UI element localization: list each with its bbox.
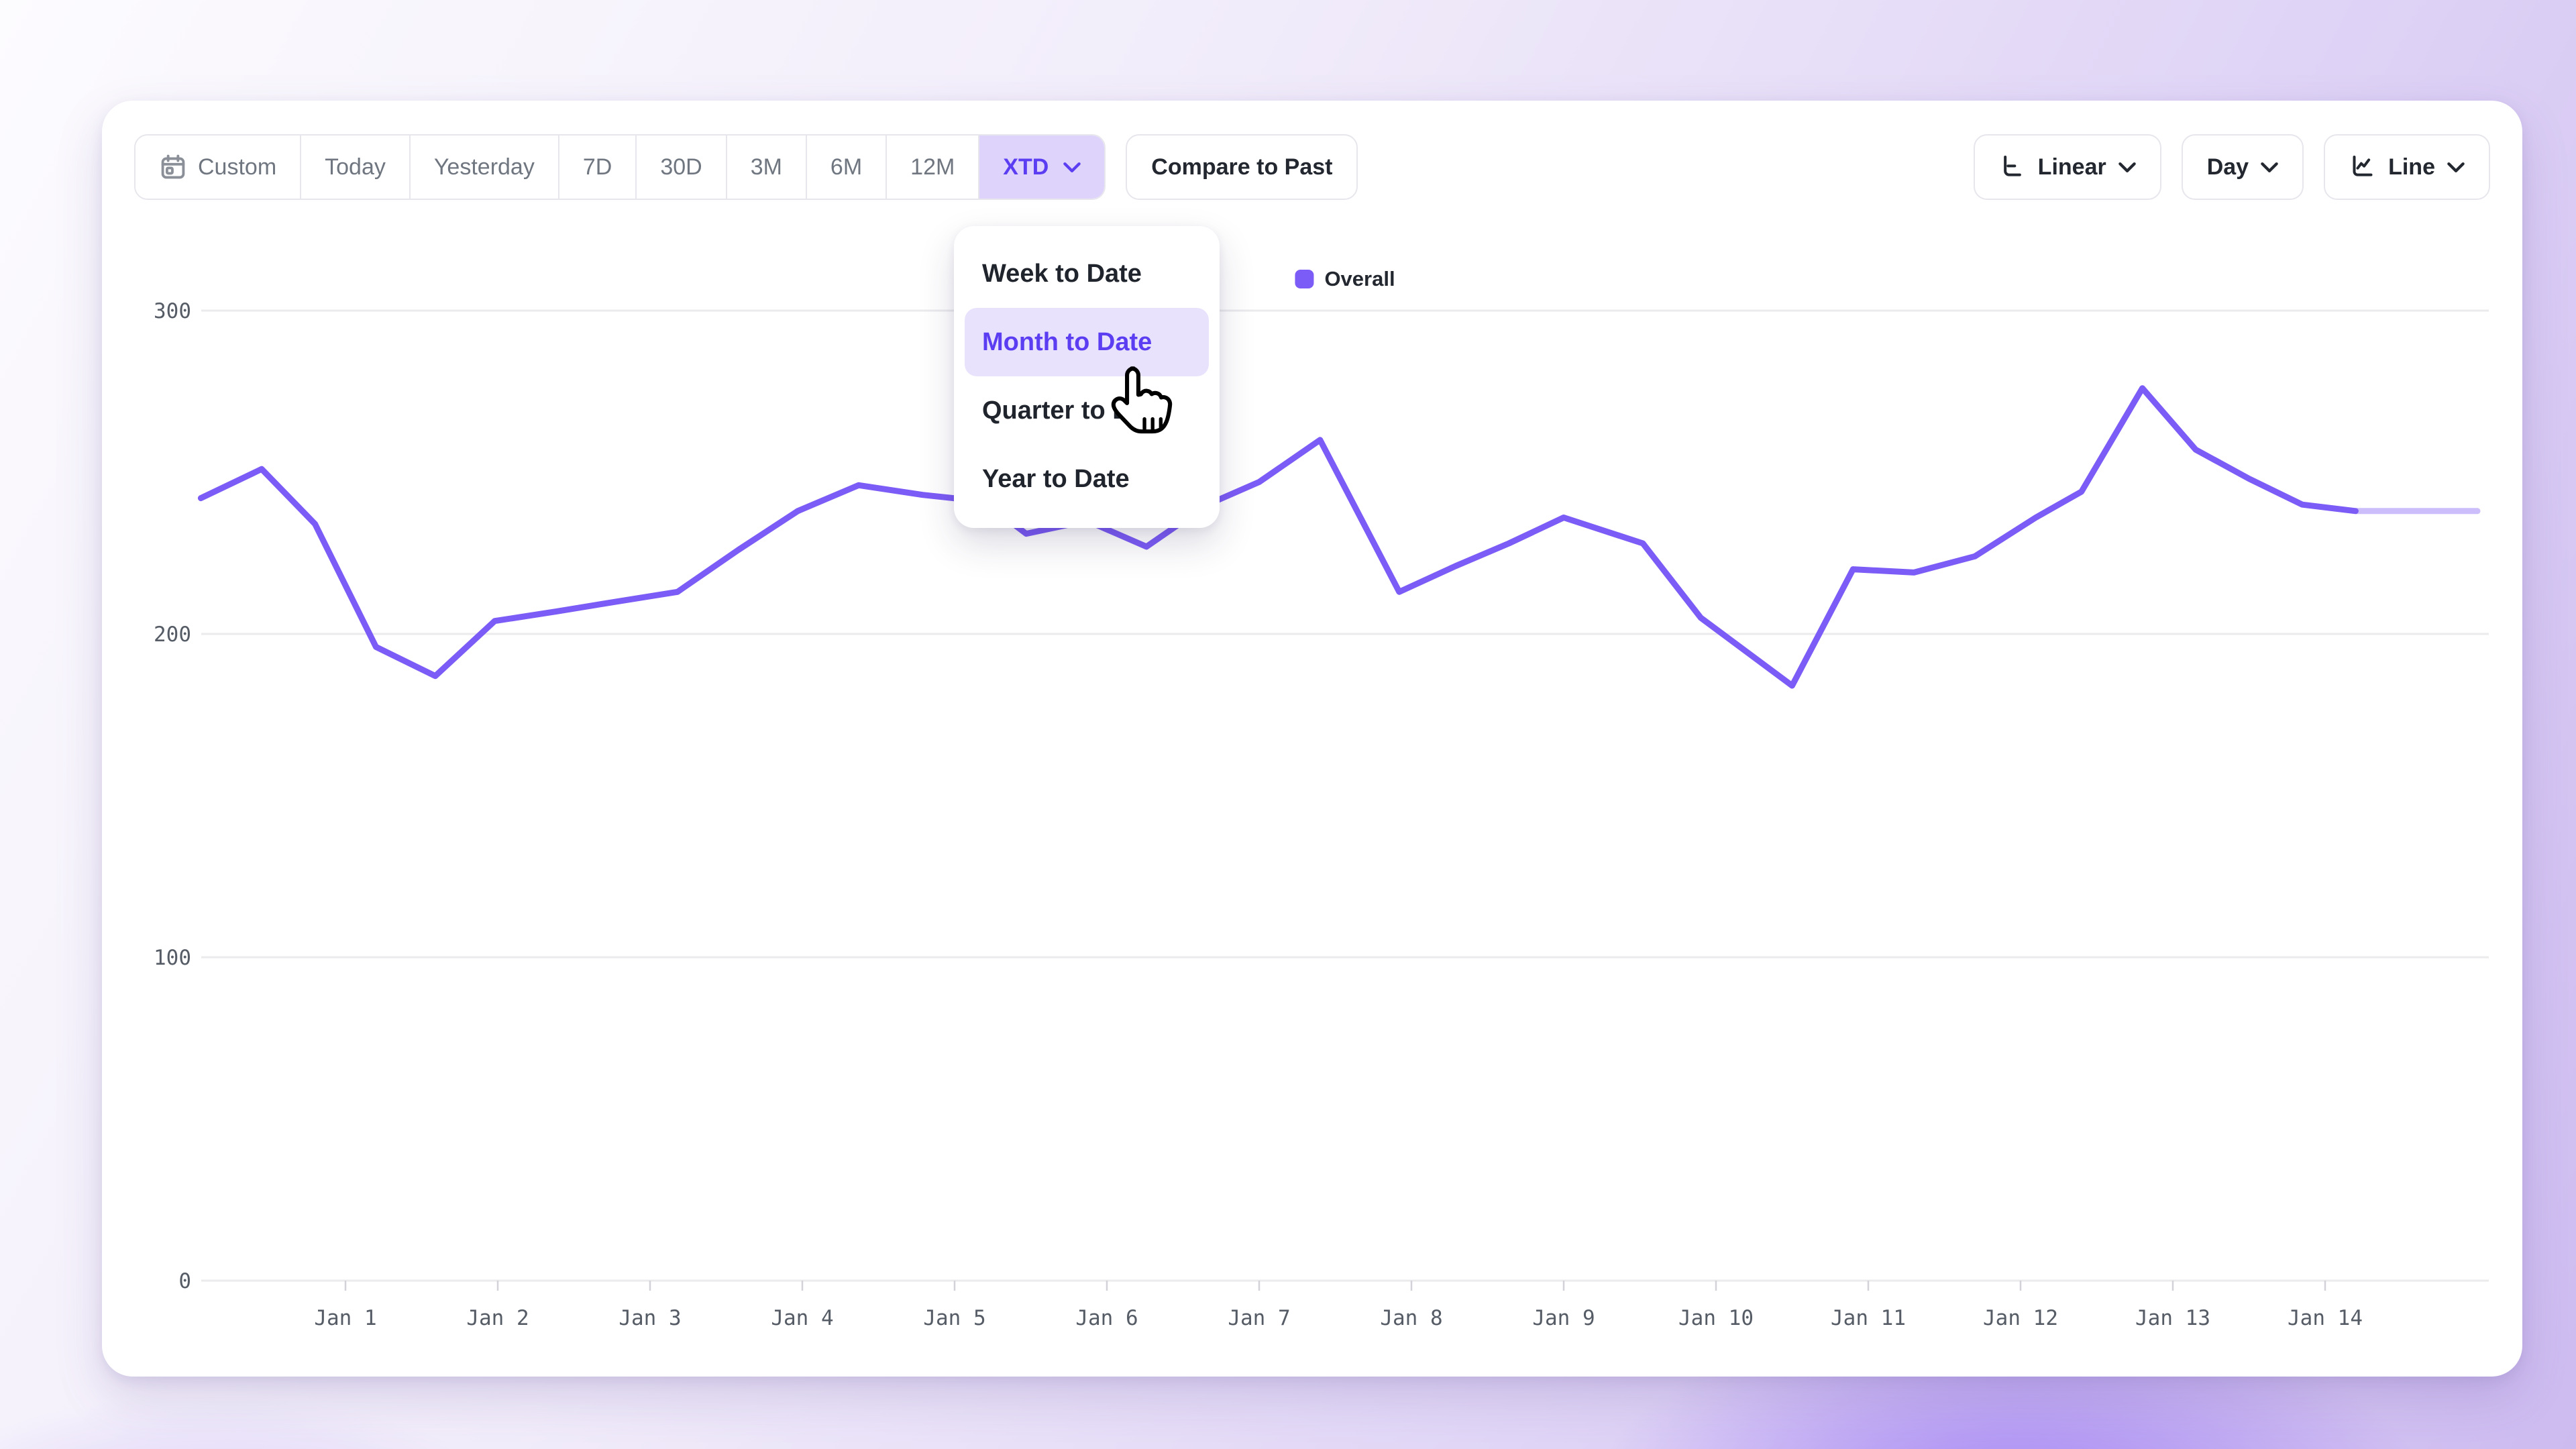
range-button-today[interactable]: Today: [300, 136, 409, 199]
line-chart-icon: [2349, 154, 2376, 180]
scale-dropdown-button[interactable]: Linear: [1973, 134, 2161, 200]
range-button-12m[interactable]: 12M: [885, 136, 979, 199]
menu-item-label: Month to Date: [982, 327, 1152, 356]
chart-type-dropdown-label: Line: [2388, 154, 2435, 180]
right-controls: Linear Day: [1973, 134, 2490, 200]
chevron-down-icon: [1063, 162, 1081, 173]
calendar-icon: [159, 153, 187, 181]
range-button-6m[interactable]: 6M: [805, 136, 886, 199]
chart-legend: Overall: [1295, 267, 1395, 291]
range-button-7d[interactable]: 7D: [557, 136, 636, 199]
range-button-label: Custom: [198, 154, 277, 180]
range-button-label: XTD: [1003, 154, 1049, 180]
range-button-label: 6M: [830, 154, 863, 180]
mouse-cursor-pointer: [1106, 362, 1178, 454]
menu-item-label: Week to Date: [982, 259, 1142, 288]
date-range-segmented: Custom Today Yesterday 7D 30D 3M 6M 12M XTD: [134, 134, 1106, 200]
toolbar: Custom Today Yesterday 7D 30D 3M 6M 12M XTD Comp…: [134, 134, 2490, 200]
compare-to-past-button[interactable]: Compare to Past: [1126, 134, 1358, 200]
range-button-label: 30D: [660, 154, 702, 180]
range-button-label: Today: [325, 154, 386, 180]
range-button-30d[interactable]: 30D: [635, 136, 726, 199]
date-range-dropdown-menu: Week to Date Month to Date Quarter to Date…: [954, 226, 1220, 528]
chart-type-dropdown-button[interactable]: Line: [2324, 134, 2490, 200]
scale-dropdown-label: Linear: [2037, 154, 2106, 180]
analytics-card: Custom Today Yesterday 7D 30D 3M 6M 12M XTD Comp…: [102, 101, 2522, 1377]
range-button-label: 12M: [910, 154, 955, 180]
range-button-custom[interactable]: Custom: [136, 136, 301, 199]
range-button-label: Yesterday: [433, 154, 535, 180]
chevron-down-icon: [2118, 162, 2136, 173]
range-button-yesterday[interactable]: Yesterday: [409, 136, 558, 199]
chevron-down-icon: [2261, 162, 2278, 173]
menu-item-quarter-to-date[interactable]: Quarter to Date: [954, 376, 1220, 445]
range-button-label: 3M: [750, 154, 782, 180]
menu-item-label: Year to Date: [982, 464, 1130, 493]
granularity-dropdown-button[interactable]: Day: [2181, 134, 2304, 200]
chevron-down-icon: [2447, 162, 2465, 173]
menu-item-week-to-date[interactable]: Week to Date: [954, 239, 1220, 308]
range-button-3m[interactable]: 3M: [725, 136, 806, 199]
compare-to-past-label: Compare to Past: [1151, 154, 1333, 180]
axis-linear-icon: [1999, 154, 2026, 180]
legend-swatch-overall: [1295, 270, 1314, 288]
legend-label-overall: Overall: [1324, 267, 1395, 290]
range-button-xtd[interactable]: XTD: [978, 136, 1105, 199]
range-button-label: 7D: [582, 154, 612, 180]
menu-item-month-to-date[interactable]: Month to Date: [965, 308, 1209, 376]
granularity-dropdown-label: Day: [2206, 154, 2249, 180]
menu-item-year-to-date[interactable]: Year to Date: [954, 445, 1220, 513]
